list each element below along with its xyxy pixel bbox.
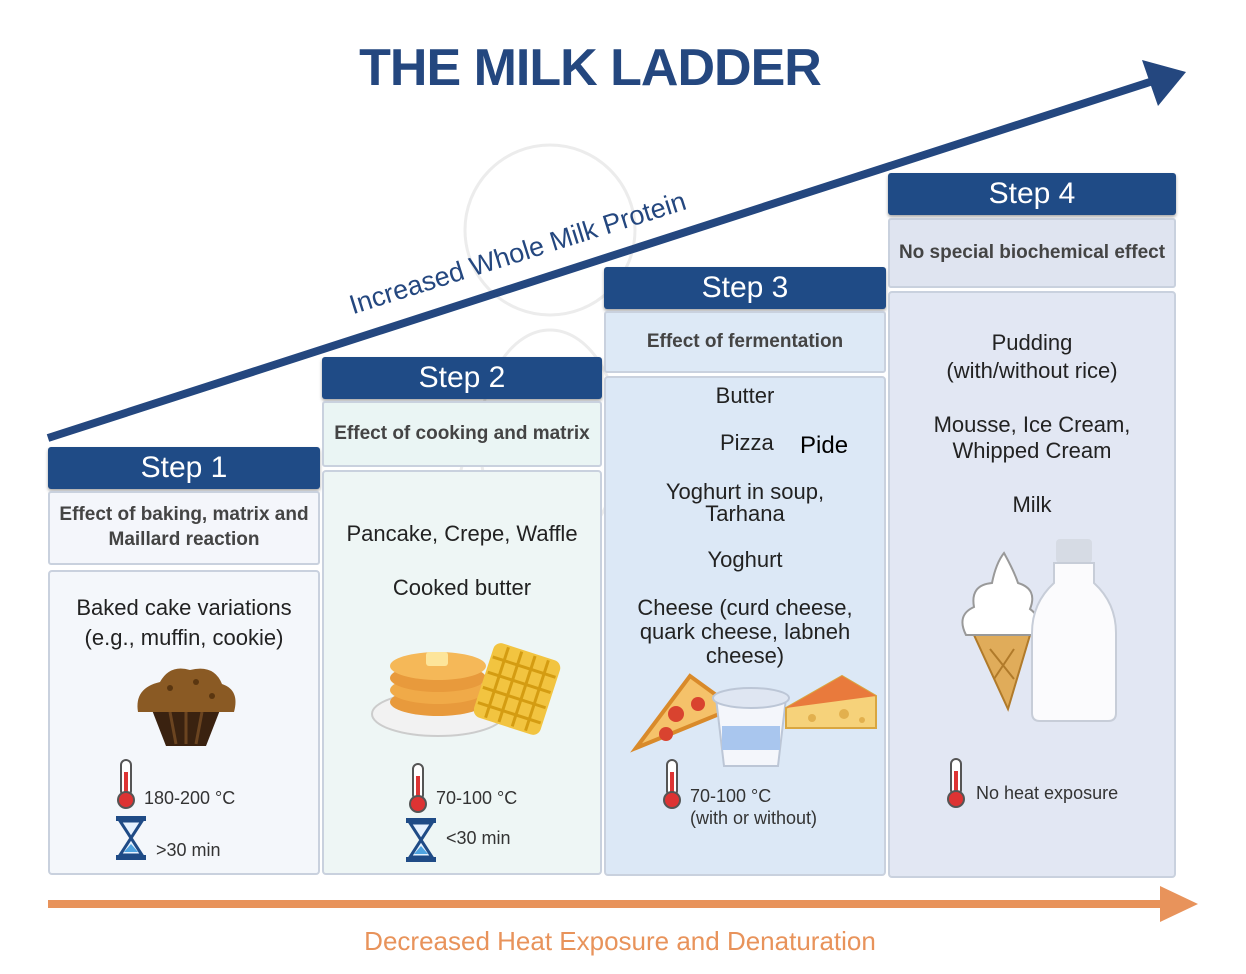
step-3-food-yoghurt: Yoghurt — [707, 547, 783, 572]
ice-cream-icon — [961, 551, 1040, 712]
step-4-food-line-3: Mousse, Ice Cream, — [933, 412, 1131, 437]
step-2-food-line-2: Cooked butter — [392, 575, 532, 600]
step-2-heading: Step 2 — [322, 357, 602, 399]
step-1-temperature: 180-200 °C — [144, 788, 236, 808]
step-4-effect: No special biochemical effect — [888, 218, 1176, 288]
step-3-food-line-5: Tarhana — [705, 501, 785, 526]
step-3-panel: Butter Pizza Pide Yoghurt in soup, Tarha… — [604, 376, 886, 876]
step-1-time: >30 min — [156, 840, 221, 860]
step-1-heading: Step 1 — [48, 447, 320, 489]
step-3-food-line-4: Yoghurt in soup, — [665, 479, 825, 504]
step-3-food-pide: Pide — [800, 432, 849, 459]
thermometer-icon — [947, 758, 965, 808]
step-3-temperature: 70-100 °C — [690, 786, 772, 806]
step-4-food-line-1: Pudding — [991, 330, 1073, 355]
step-3-food-line-9: cheese) — [705, 643, 785, 668]
thermometer-icon — [663, 759, 681, 809]
step-2-effect: Effect of cooking and matrix — [322, 401, 602, 467]
hourglass-icon — [406, 818, 436, 862]
waffle-icon — [474, 643, 561, 735]
step-4-temperature: No heat exposure — [976, 783, 1119, 803]
diagram-title: THE MILK LADDER — [359, 39, 822, 97]
step-3-food-pizza: Pizza — [720, 430, 774, 455]
muffin-icon — [137, 668, 236, 746]
step-3-food-line-7: Cheese (curd cheese, — [637, 595, 853, 620]
step-2-panel: Pancake, Crepe, Waffle Cooked butter 70-… — [322, 470, 602, 875]
step-3-food-butter: Butter — [715, 383, 775, 408]
pizza-icon — [630, 673, 739, 753]
step-4-food-line-4: Whipped Cream — [952, 438, 1112, 463]
step-2-food-line-1: Pancake, Crepe, Waffle — [346, 521, 578, 546]
step-1-effect: Effect of baking, matrix and Maillard re… — [48, 491, 320, 565]
step-3-effect: Effect of fermentation — [604, 311, 886, 373]
step-4-heading: Step 4 — [888, 173, 1176, 215]
step-4-food-milk: Milk — [1012, 492, 1052, 517]
step-4-panel: Pudding (with/without rice) Mousse, Ice … — [888, 291, 1176, 878]
pancake-icon — [371, 652, 505, 737]
step-1-food-line-1: Baked cake variations — [76, 595, 292, 620]
thermometer-icon — [409, 763, 427, 813]
step-3-heading: Step 3 — [604, 267, 886, 309]
step-2-time: <30 min — [446, 828, 511, 848]
step-3-time: (with or without) — [690, 808, 818, 828]
cheese-icon — [785, 674, 877, 729]
yoghurt-icon — [712, 687, 790, 767]
step-2-temperature: 70-100 °C — [436, 788, 518, 808]
step-1-panel: Baked cake variations (e.g., muffin, coo… — [48, 570, 320, 875]
step-1-food-line-2: (e.g., muffin, cookie) — [84, 625, 284, 650]
milk-bottle-icon — [1031, 539, 1117, 722]
step-4-food-line-2: (with/without rice) — [946, 358, 1118, 383]
step-3-food-line-8: quark cheese, labneh — [639, 619, 851, 644]
thermometer-icon — [117, 759, 135, 809]
hourglass-icon — [116, 816, 146, 860]
decrease-arrow-label: Decreased Heat Exposure and Denaturation — [364, 926, 876, 956]
